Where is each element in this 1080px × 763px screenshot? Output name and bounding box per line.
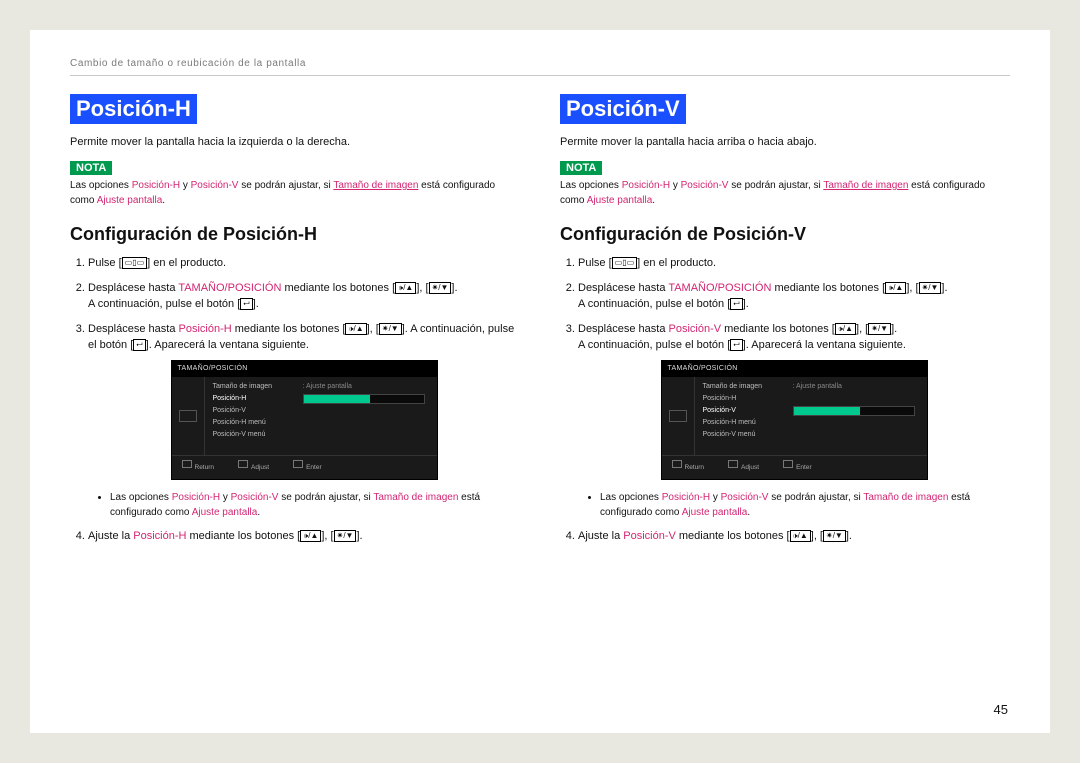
step-3: Desplácese hasta Posición-V mediante los… bbox=[578, 321, 1010, 520]
step-2: Desplácese hasta TAMAÑO/POSICIÓN mediant… bbox=[88, 280, 520, 313]
subtitle-h: Configuración de Posición-H bbox=[70, 224, 520, 245]
steps-h: Pulse [▭▯▭] en el producto. Desplácese h… bbox=[70, 255, 520, 544]
description-v: Permite mover la pantalla hacia arriba o… bbox=[560, 136, 1010, 148]
column-posicion-h: Posición-H Permite mover la pantalla hac… bbox=[70, 94, 520, 552]
section-title-v: Posición-V bbox=[560, 94, 686, 124]
breadcrumb: Cambio de tamaño o reubicación de la pan… bbox=[70, 58, 1010, 69]
nota-badge: NOTA bbox=[560, 161, 602, 175]
section-title-h: Posición-H bbox=[70, 94, 197, 124]
column-posicion-v: Posición-V Permite mover la pantalla hac… bbox=[560, 94, 1010, 552]
step3-bullet-v: Las opciones Posición-H y Posición-V se … bbox=[578, 490, 1010, 520]
nota-badge: NOTA bbox=[70, 161, 112, 175]
osd-preview-v: TAMAÑO/POSICIÓN Tamaño de imagen: Ajuste… bbox=[661, 360, 928, 480]
step-4: Ajuste la Posición-H mediante los botone… bbox=[88, 528, 520, 545]
steps-v: Pulse [▭▯▭] en el producto. Desplácese h… bbox=[560, 255, 1010, 544]
subtitle-v: Configuración de Posición-V bbox=[560, 224, 1010, 245]
description-h: Permite mover la pantalla hacia la izqui… bbox=[70, 136, 520, 148]
menu-icon: ▭▯▭ bbox=[612, 257, 638, 269]
manual-page: Cambio de tamaño o reubicación de la pan… bbox=[30, 30, 1050, 733]
step-1: Pulse [▭▯▭] en el producto. bbox=[578, 255, 1010, 272]
page-number: 45 bbox=[994, 702, 1008, 717]
nota-text-v: Las opciones Posición-H y Posición-V se … bbox=[560, 179, 1010, 208]
step-1: Pulse [▭▯▭] en el producto. bbox=[88, 255, 520, 272]
step-4: Ajuste la Posición-V mediante los botone… bbox=[578, 528, 1010, 545]
divider bbox=[70, 75, 1010, 76]
two-column-layout: Posición-H Permite mover la pantalla hac… bbox=[70, 94, 1010, 552]
step-3: Desplácese hasta Posición-H mediante los… bbox=[88, 321, 520, 520]
step3-bullet-h: Las opciones Posición-H y Posición-V se … bbox=[88, 490, 520, 520]
nota-text-h: Las opciones Posición-H y Posición-V se … bbox=[70, 179, 520, 208]
step-2: Desplácese hasta TAMAÑO/POSICIÓN mediant… bbox=[578, 280, 1010, 313]
menu-icon: ▭▯▭ bbox=[122, 257, 148, 269]
osd-preview-h: TAMAÑO/POSICIÓN Tamaño de imagen: Ajuste… bbox=[171, 360, 438, 480]
